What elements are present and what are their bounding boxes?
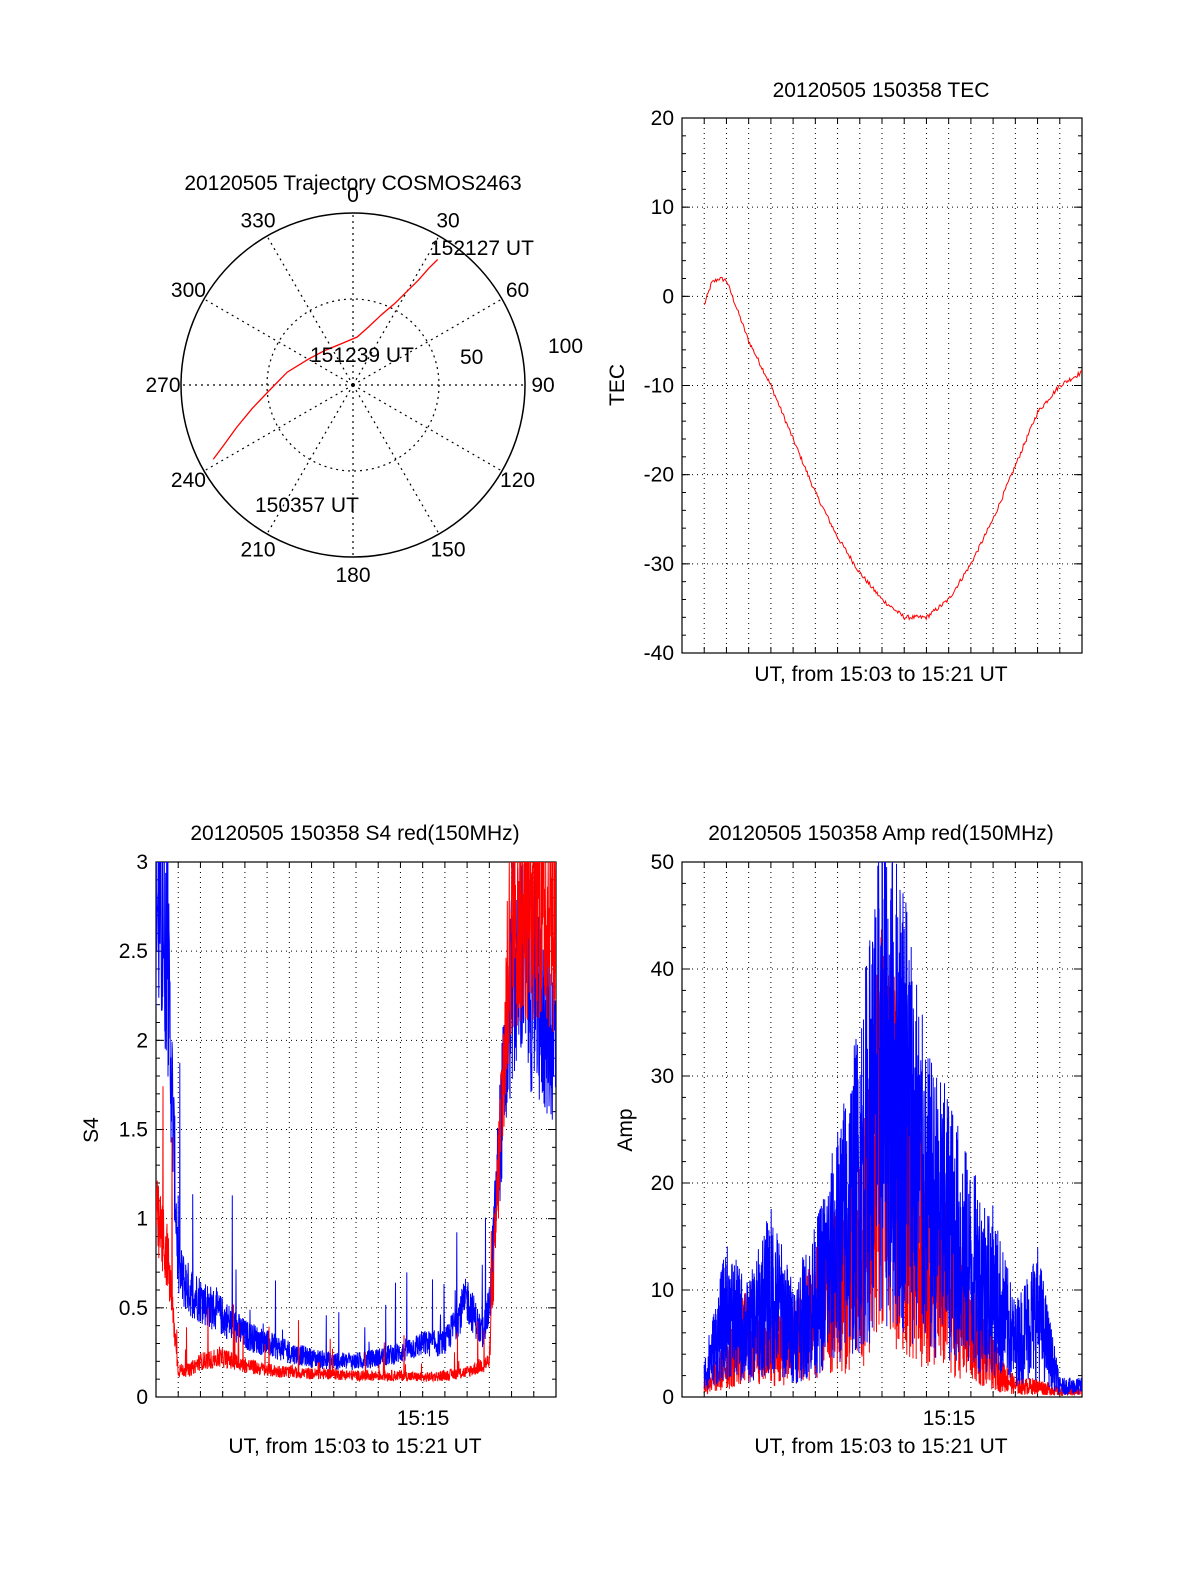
polar-angle-label: 150 xyxy=(430,539,465,562)
polar-trajectory-chart: 20120505 Trajectory COSMOS2463 0 30 60 90 12… xyxy=(145,172,583,587)
tec-grid xyxy=(681,117,1083,654)
track-middle-label: 151239 UT xyxy=(310,344,414,367)
s4-series-red xyxy=(156,862,556,1383)
polar-angle-label: 270 xyxy=(145,374,180,397)
s4-y-axis-label: S4 xyxy=(80,1117,103,1143)
tec-y-tick-label: -10 xyxy=(644,375,674,398)
s4-y-tick-labels: 3 2.5 2 1.5 1 0.5 0 xyxy=(119,851,148,1409)
polar-outer-ring xyxy=(180,212,526,558)
polar-angle-label: 300 xyxy=(171,279,206,302)
tec-frame xyxy=(681,117,1083,654)
s4-series-blue xyxy=(156,862,556,1371)
polar-angle-label: 90 xyxy=(531,374,554,397)
tec-y-tick-label: -30 xyxy=(644,553,674,576)
polar-spoke xyxy=(352,298,503,386)
amp-y-tick-label: 20 xyxy=(651,1172,674,1195)
amp-series xyxy=(703,862,1082,1397)
polar-spoke xyxy=(352,235,440,386)
polar-angle-label: 210 xyxy=(240,539,275,562)
s4-x-tick-label: 15:15 xyxy=(397,1407,450,1430)
tec-y-tick-label: -20 xyxy=(644,464,674,487)
polar-angle-label: 240 xyxy=(171,469,206,492)
s4-y-tick-label: 2.5 xyxy=(119,940,148,963)
s4-y-tick-label: 3 xyxy=(136,851,148,874)
polar-angle-label: 30 xyxy=(436,209,459,232)
amp-x-tick-label: 15:15 xyxy=(923,1407,976,1430)
polar-angle-label: 120 xyxy=(500,469,535,492)
polar-angle-label: 0 xyxy=(347,184,359,207)
tec-y-tick-label: -40 xyxy=(644,642,674,665)
polar-spoke xyxy=(266,384,354,535)
amp-y-axis-label: Amp xyxy=(614,1108,637,1151)
amp-y-tick-label: 30 xyxy=(651,1065,674,1088)
polar-angle-label: 180 xyxy=(335,564,370,587)
amp-y-tick-label: 40 xyxy=(651,958,674,981)
track-start-label: 150357 UT xyxy=(255,494,359,517)
amp-y-tick-label: 10 xyxy=(651,1279,674,1302)
amp-y-tick-label: 0 xyxy=(662,1386,674,1409)
s4-y-tick-label: 0 xyxy=(136,1386,148,1409)
amp-y-tick-label: 50 xyxy=(651,851,674,874)
amp-chart: 20120505 150358 Amp red(150MHz) 50 40 30 20… xyxy=(614,822,1083,1458)
tec-series-red xyxy=(703,276,1082,621)
s4-chart-title: 20120505 150358 S4 red(150MHz) xyxy=(190,822,519,845)
s4-y-tick-label: 1.5 xyxy=(119,1119,148,1142)
tec-chart-title: 20120505 150358 TEC xyxy=(773,79,990,102)
polar-spoke xyxy=(203,384,354,472)
amp-series-blue xyxy=(703,862,1082,1395)
polar-spoke xyxy=(352,384,440,535)
s4-y-tick-label: 1 xyxy=(136,1208,148,1231)
polar-spoke xyxy=(352,384,503,472)
polar-spoke xyxy=(203,298,354,386)
polar-radius-label-50: 50 xyxy=(460,346,483,369)
tec-y-axis-label: TEC xyxy=(606,364,629,406)
s4-chart: 20120505 150358 S4 red(150MHz) 3 2.5 2 1.5 1… xyxy=(80,822,557,1458)
polar-grid xyxy=(180,212,526,558)
polar-track-line xyxy=(212,259,439,460)
amp-x-axis-label: UT, from 15:03 to 15:21 UT xyxy=(754,1435,1007,1458)
polar-spoke xyxy=(266,235,354,386)
polar-angle-labels: 0 30 60 90 120 150 180 210 240 270 300 330 xyxy=(145,184,554,587)
polar-angle-label: 60 xyxy=(506,279,529,302)
polar-chart-title: 20120505 Trajectory COSMOS2463 xyxy=(184,172,521,195)
s4-frame xyxy=(155,861,557,1398)
s4-series xyxy=(156,862,556,1383)
tec-y-tick-labels: 20 10 0 -10 -20 -30 -40 xyxy=(644,107,674,665)
amp-chart-title: 20120505 150358 Amp red(150MHz) xyxy=(708,822,1054,845)
s4-y-tick-label: 2 xyxy=(136,1029,148,1052)
s4-x-axis-label: UT, from 15:03 to 15:21 UT xyxy=(228,1435,481,1458)
polar-angle-label: 330 xyxy=(240,209,275,232)
tec-chart: 20120505 150358 TEC 20 10 0 -10 -20 -30 -40 UT… xyxy=(606,79,1083,686)
tec-series xyxy=(703,276,1082,621)
tec-x-axis-label: UT, from 15:03 to 15:21 UT xyxy=(754,663,1007,686)
track-end-label: 152127 UT xyxy=(430,237,534,260)
amp-y-tick-labels: 50 40 30 20 10 0 xyxy=(651,851,674,1409)
polar-track xyxy=(212,259,439,460)
tec-y-tick-label: 20 xyxy=(651,107,674,130)
tec-y-tick-label: 0 xyxy=(662,285,674,308)
tec-y-tick-label: 10 xyxy=(651,196,674,219)
polar-radius-label-100: 100 xyxy=(548,335,583,358)
s4-y-tick-label: 0.5 xyxy=(119,1297,148,1320)
